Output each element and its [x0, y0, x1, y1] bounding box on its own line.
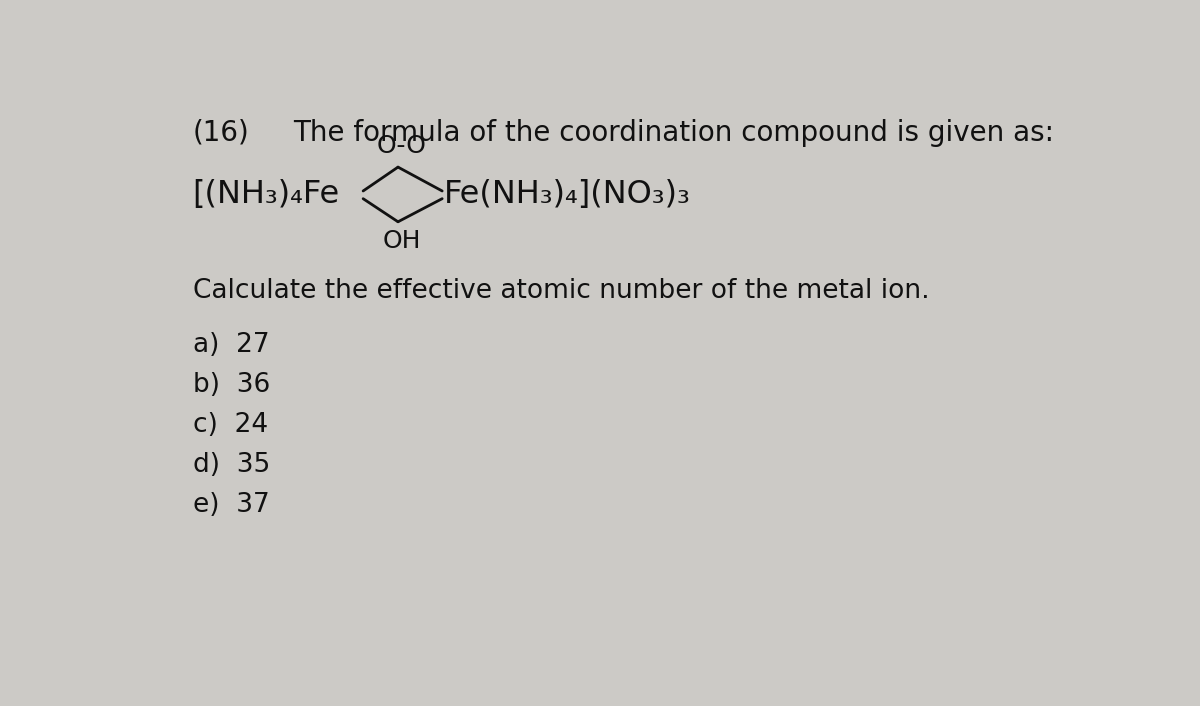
Text: [(NH₃)₄Fe: [(NH₃)₄Fe: [193, 179, 340, 210]
Text: OH: OH: [383, 229, 421, 253]
Text: d)  35: d) 35: [193, 452, 270, 478]
Text: The formula of the coordination compound is given as:: The formula of the coordination compound…: [293, 119, 1055, 147]
Text: Calculate the effective atomic number of the metal ion.: Calculate the effective atomic number of…: [193, 278, 929, 304]
Text: Fe(NH₃)₄](NO₃)₃: Fe(NH₃)₄](NO₃)₃: [444, 179, 691, 210]
Text: a)  27: a) 27: [193, 332, 269, 358]
Text: b)  36: b) 36: [193, 372, 270, 398]
Text: c)  24: c) 24: [193, 412, 268, 438]
Text: (16): (16): [193, 119, 250, 147]
Text: e)  37: e) 37: [193, 492, 269, 518]
Text: O-O: O-O: [377, 134, 427, 158]
